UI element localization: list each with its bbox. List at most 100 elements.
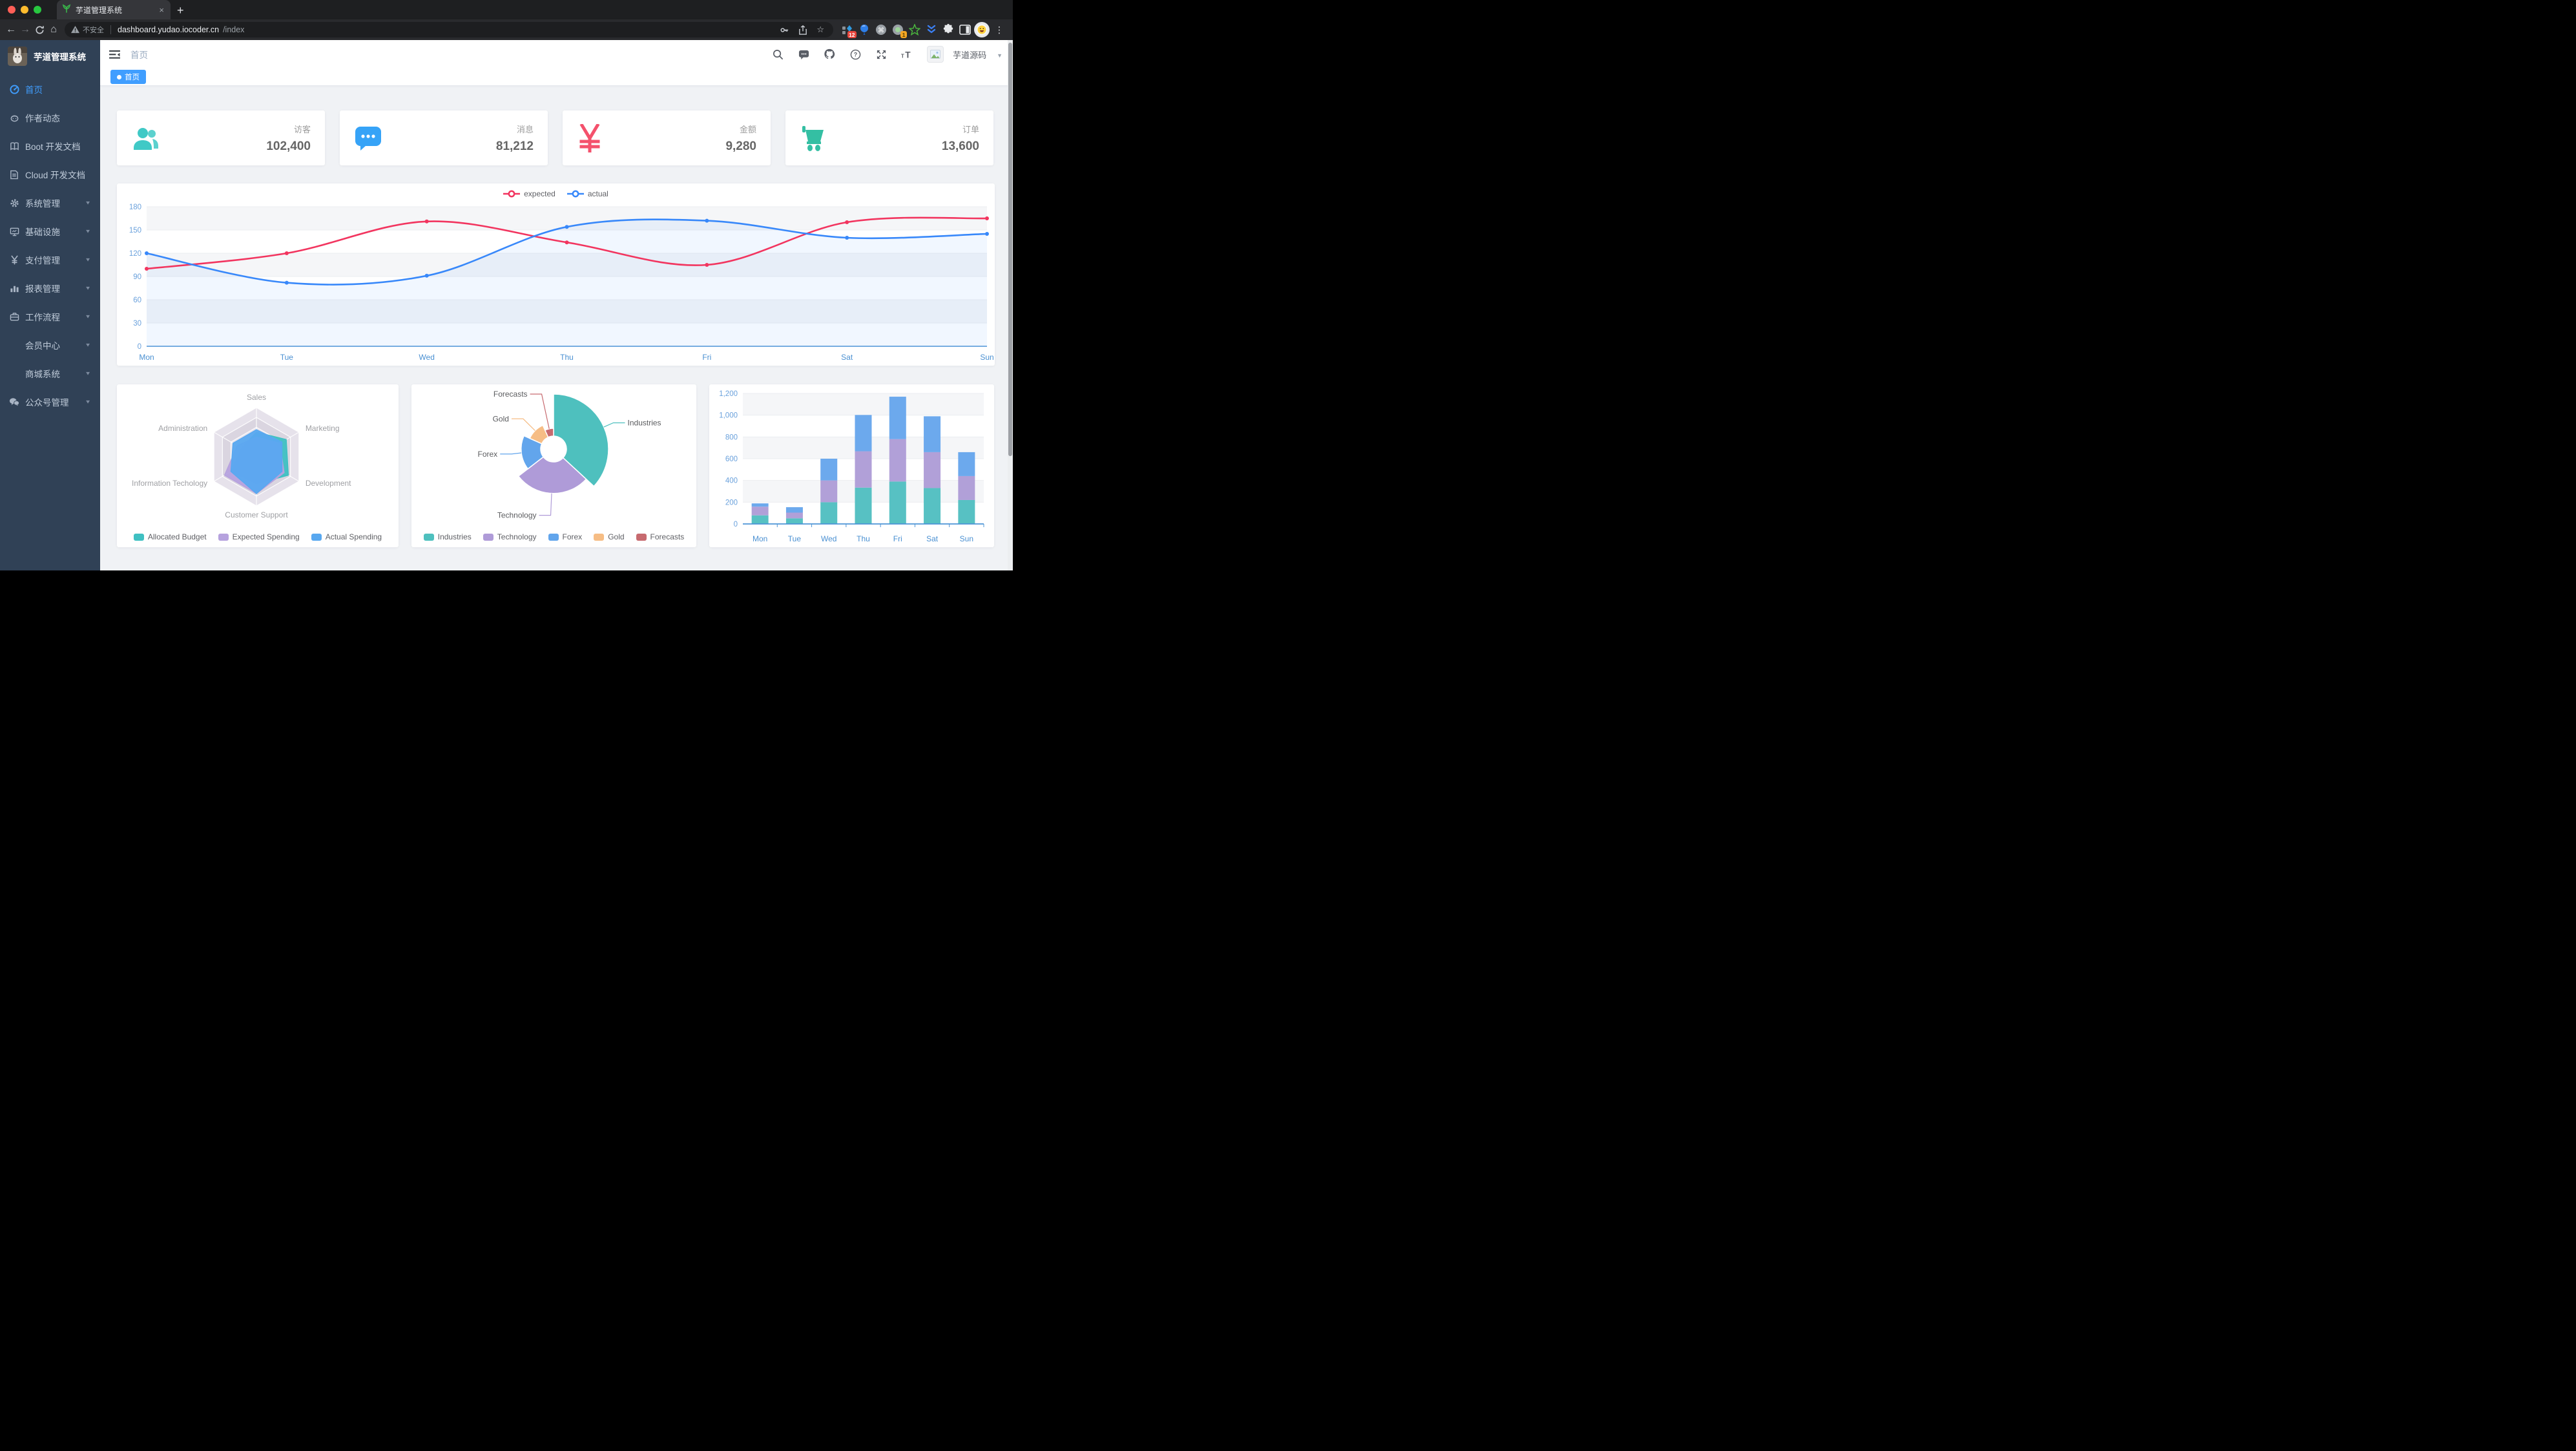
sidebar-item-label: 支付管理 xyxy=(25,256,60,266)
svg-text:60: 60 xyxy=(133,297,141,304)
wechat-icon xyxy=(9,397,19,407)
sidebar-item-member[interactable]: 会员中心 ▼ xyxy=(0,331,100,359)
scrollbar-thumb[interactable] xyxy=(1008,43,1012,456)
minimize-window-button[interactable] xyxy=(21,6,28,14)
pie-chart-canvas[interactable]: Industries Technology Forex Gold Forecasts xyxy=(411,384,696,547)
svg-text:180: 180 xyxy=(129,204,141,211)
url-bar[interactable]: 不安全 dashboard.yudao.iocoder.cn/index ☆ xyxy=(65,22,833,37)
browser-profile-avatar[interactable] xyxy=(974,22,990,37)
help-icon[interactable]: ? xyxy=(846,45,865,64)
radar-chart-canvas[interactable]: Sales Administration Information Techology… xyxy=(117,384,399,547)
svg-text:0: 0 xyxy=(734,521,738,528)
extension-badge: 12 xyxy=(847,31,857,38)
sidebar-item-label: 作者动态 xyxy=(25,114,60,123)
stat-value: 81,212 xyxy=(495,139,534,153)
extension-chevrons-icon[interactable] xyxy=(924,22,939,37)
extension-tampermonkey-icon[interactable]: 12 xyxy=(840,22,857,38)
collapse-sidebar-icon[interactable] xyxy=(109,50,120,59)
sidebar-logo-row[interactable]: 芋道管理系统 xyxy=(0,40,100,72)
svg-text:Development: Development xyxy=(306,479,351,488)
stat-value: 9,280 xyxy=(725,139,756,153)
security-warning-icon[interactable]: 不安全 xyxy=(71,25,104,35)
back-icon[interactable]: ← xyxy=(6,24,16,35)
sidebar-item-mall[interactable]: 商城系统 ▼ xyxy=(0,359,100,388)
home-icon[interactable]: ⌂ xyxy=(50,24,57,35)
svg-text:120: 120 xyxy=(129,250,141,258)
stat-card-amount[interactable]: 金额 9,280 xyxy=(563,110,771,165)
breadcrumb[interactable]: 首页 xyxy=(130,50,148,60)
svg-text:Forecasts: Forecasts xyxy=(493,390,528,399)
tab-close-icon[interactable]: × xyxy=(159,5,164,15)
browser-menu-icon[interactable]: ⋮ xyxy=(995,24,1004,35)
yen-icon xyxy=(577,123,603,152)
stat-card-visitors[interactable]: 访客 102,400 xyxy=(117,110,325,165)
new-tab-button[interactable]: + xyxy=(177,4,184,17)
sidebar-item-payment[interactable]: 支付管理 ▼ xyxy=(0,245,100,274)
svg-text:200: 200 xyxy=(725,499,738,506)
sidebar-item-author[interactable]: 作者动态 xyxy=(0,103,100,132)
svg-text:Tue: Tue xyxy=(280,353,294,362)
extension-command-icon[interactable]: ⌘ xyxy=(873,22,889,37)
line-chart-canvas[interactable]: 0 30 60 90 120 150 180 Mon Tue Wed Thu Fri Sat Sun xyxy=(117,183,995,366)
user-avatar[interactable] xyxy=(927,46,944,63)
tag-home[interactable]: 首页 xyxy=(110,70,146,84)
sidebar-menu: 首页 作者动态 Boot 开发文档 xyxy=(0,72,100,416)
svg-text:400: 400 xyxy=(725,477,738,485)
logo-image xyxy=(8,47,27,66)
svg-text:90: 90 xyxy=(133,273,141,281)
sidebar-item-infra[interactable]: 基础设施 ▼ xyxy=(0,217,100,245)
forward-icon[interactable]: → xyxy=(20,24,30,35)
maximize-window-button[interactable] xyxy=(34,6,41,14)
sidebar-item-home[interactable]: 首页 xyxy=(0,75,100,103)
sidebar-item-cloud-docs[interactable]: Cloud 开发文档 xyxy=(0,160,100,189)
fullscreen-icon[interactable] xyxy=(871,45,891,64)
sidebar-item-label: 工作流程 xyxy=(25,313,60,322)
search-icon[interactable] xyxy=(768,45,787,64)
sidebar-item-label: 系统管理 xyxy=(25,199,60,209)
svg-text:Mon: Mon xyxy=(139,353,154,362)
close-window-button[interactable] xyxy=(8,6,16,14)
blank-icon xyxy=(9,340,19,350)
extension-recorder-icon[interactable]: 1 xyxy=(890,22,907,38)
sidebar-item-boot-docs[interactable]: Boot 开发文档 xyxy=(0,132,100,160)
share-icon[interactable] xyxy=(796,25,810,35)
stat-card-messages[interactable]: 消息 81,212 xyxy=(340,110,548,165)
chevron-down-icon: ▼ xyxy=(85,200,91,206)
bottom-charts-row: Sales Administration Information Techology… xyxy=(117,384,995,547)
message-icon[interactable] xyxy=(794,45,813,64)
bar-chart-canvas[interactable]: 0 200 400 600 800 1,000 1,200 Mon Tue Wed Thu Fri Sa… xyxy=(709,384,994,547)
tab-favicon-icon xyxy=(62,4,71,16)
stat-card-orders[interactable]: 订单 13,600 xyxy=(785,110,993,165)
page-scrollbar[interactable] xyxy=(1008,40,1013,570)
github-icon[interactable] xyxy=(820,45,839,64)
chevron-down-icon: ▼ xyxy=(85,313,91,320)
sidebar-item-system[interactable]: 系统管理 ▼ xyxy=(0,189,100,217)
svg-text:T: T xyxy=(901,53,904,59)
svg-text:30: 30 xyxy=(133,320,141,328)
sidebar-item-workflow[interactable]: 工作流程 ▼ xyxy=(0,302,100,331)
sidebar-item-label: 基础设施 xyxy=(25,227,60,237)
svg-text:Thu: Thu xyxy=(857,534,870,543)
sidebar-item-label: 报表管理 xyxy=(25,284,60,294)
extension-star-icon[interactable] xyxy=(907,22,922,37)
chevron-down-icon: ▼ xyxy=(85,342,91,348)
bookmark-star-icon[interactable]: ☆ xyxy=(816,25,824,34)
username[interactable]: 芋道源码 xyxy=(953,50,987,60)
dashboard-content: 访客 102,400 消息 81,212 xyxy=(100,86,1013,570)
user-menu-caret-icon[interactable]: ▼ xyxy=(997,52,1002,59)
sidebar-item-wechat-mp[interactable]: 公众号管理 ▼ xyxy=(0,388,100,416)
password-key-icon[interactable] xyxy=(777,25,792,35)
extensions-puzzle-icon[interactable] xyxy=(940,22,956,37)
side-panel-icon[interactable] xyxy=(957,22,973,37)
tag-label: 首页 xyxy=(125,74,140,81)
svg-text:Customer Support: Customer Support xyxy=(225,510,288,519)
sidebar-item-reports[interactable]: 报表管理 ▼ xyxy=(0,274,100,302)
browser-tab[interactable]: 芋道管理系统 × xyxy=(57,0,171,19)
reload-icon[interactable] xyxy=(34,21,45,38)
pie-chart-card: Industries Technology Forex Gold Forecasts I… xyxy=(411,384,696,547)
stat-label: 金额 xyxy=(739,124,756,134)
sidebar-item-label: Boot 开发文档 xyxy=(25,142,81,152)
extension-balloon-icon[interactable] xyxy=(857,22,872,37)
